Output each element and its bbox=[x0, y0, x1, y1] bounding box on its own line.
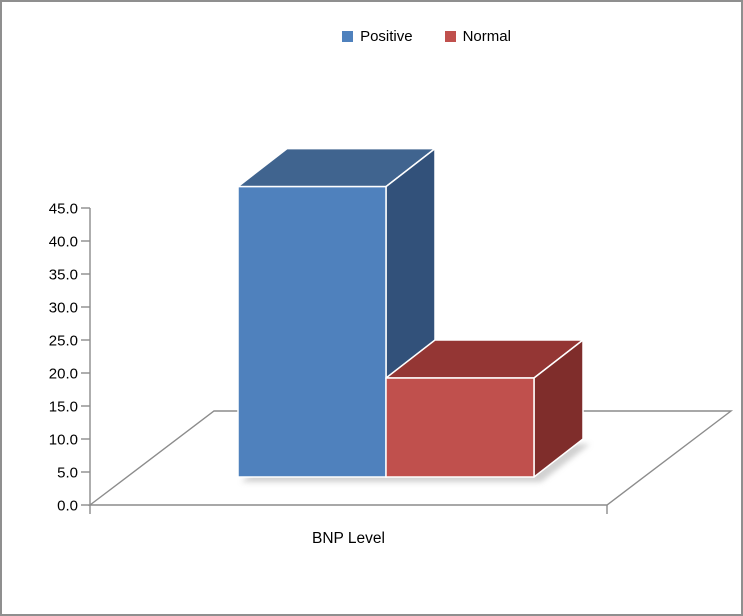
bar-normal bbox=[385, 377, 535, 478]
y-tick-label: 20.0 bbox=[49, 366, 78, 383]
y-tick-label: 30.0 bbox=[49, 300, 78, 317]
y-tick-label: 5.0 bbox=[57, 465, 78, 482]
y-tick-label: 15.0 bbox=[49, 399, 78, 416]
y-tick-label: 45.0 bbox=[49, 201, 78, 218]
y-tick-label: 40.0 bbox=[49, 234, 78, 251]
chart-floor bbox=[87, 410, 734, 506]
y-tick-label: 35.0 bbox=[49, 267, 78, 284]
y-tick-label: 0.0 bbox=[57, 498, 78, 515]
bar-positive bbox=[237, 185, 387, 478]
category-axis-label: BNP Level bbox=[312, 530, 385, 547]
y-tick-label: 10.0 bbox=[49, 432, 78, 449]
y-tick-label: 25.0 bbox=[49, 333, 78, 350]
